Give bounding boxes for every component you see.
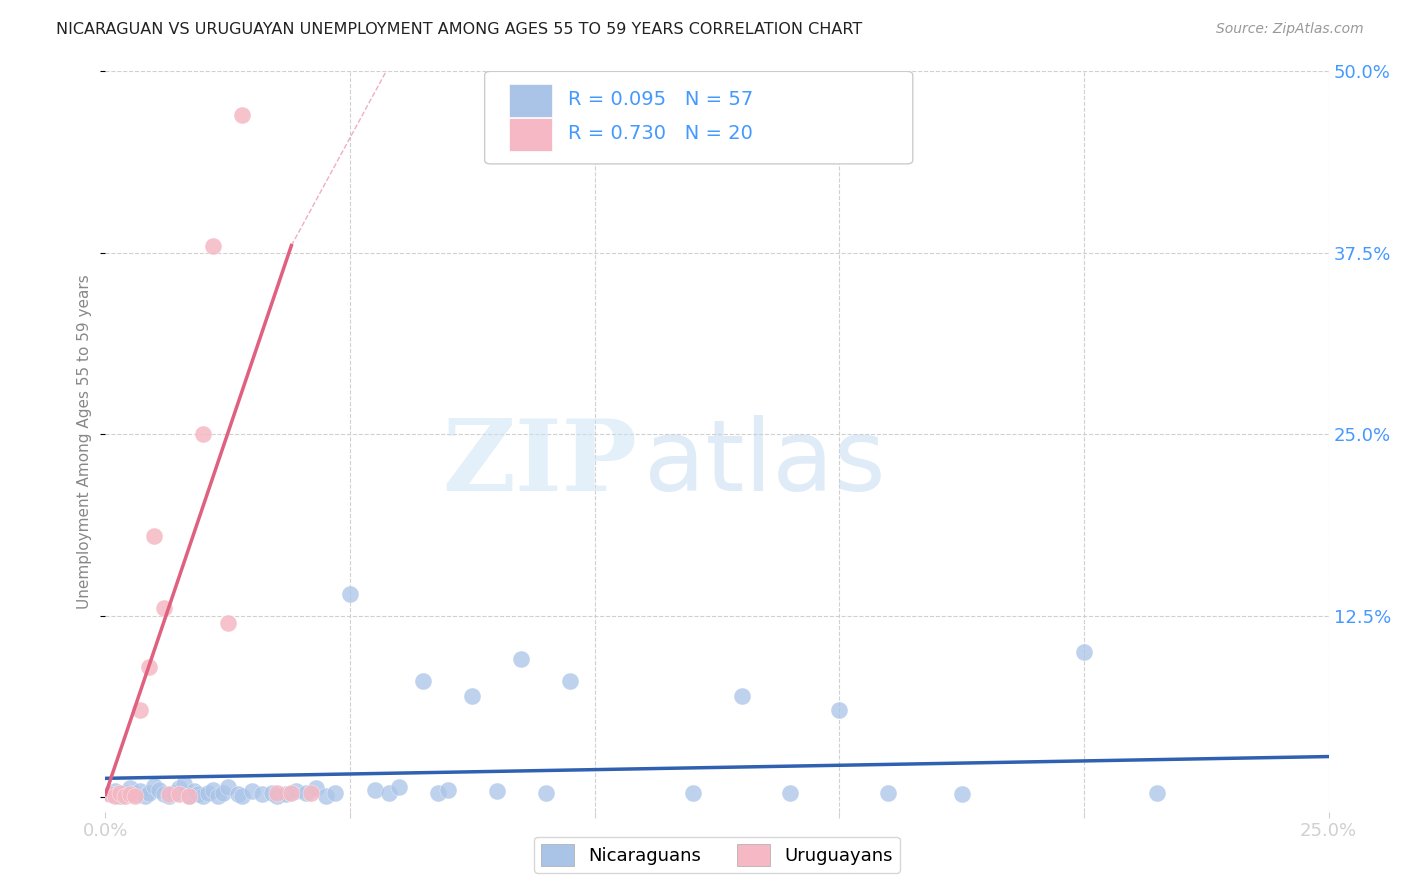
Point bbox=[231, 108, 253, 122]
Point bbox=[1146, 786, 1168, 800]
Point bbox=[388, 780, 411, 794]
Point bbox=[114, 786, 136, 800]
Point bbox=[730, 689, 752, 703]
Point bbox=[240, 784, 263, 798]
Point bbox=[163, 786, 186, 800]
Point bbox=[104, 789, 127, 803]
Point bbox=[197, 786, 219, 800]
Point bbox=[266, 789, 288, 803]
Point bbox=[212, 786, 235, 800]
Point bbox=[779, 786, 801, 800]
Point bbox=[682, 786, 704, 800]
Point bbox=[157, 787, 180, 801]
Point bbox=[202, 238, 225, 252]
Point bbox=[138, 786, 160, 800]
Point bbox=[877, 786, 900, 800]
Point bbox=[226, 787, 249, 801]
Text: R = 0.730   N = 20: R = 0.730 N = 20 bbox=[568, 124, 752, 143]
Point bbox=[276, 787, 298, 801]
Point bbox=[250, 787, 273, 801]
Point bbox=[118, 781, 141, 796]
Point bbox=[183, 784, 205, 798]
Point bbox=[950, 787, 973, 801]
Point bbox=[1073, 645, 1095, 659]
Point bbox=[108, 789, 131, 803]
Point bbox=[325, 786, 347, 800]
Point bbox=[363, 783, 385, 797]
Point bbox=[378, 786, 401, 800]
Point bbox=[98, 787, 121, 801]
Point bbox=[124, 789, 146, 803]
Point bbox=[157, 789, 180, 803]
Point bbox=[412, 674, 434, 689]
Text: R = 0.095   N = 57: R = 0.095 N = 57 bbox=[568, 90, 754, 109]
Point bbox=[193, 427, 215, 442]
Point bbox=[315, 789, 337, 803]
Point bbox=[339, 587, 361, 601]
Point bbox=[177, 789, 200, 803]
Point bbox=[124, 787, 146, 801]
Point bbox=[104, 784, 127, 798]
Point bbox=[207, 789, 229, 803]
Point bbox=[114, 789, 136, 803]
Point bbox=[98, 787, 121, 801]
Point bbox=[828, 703, 851, 717]
Point bbox=[231, 789, 253, 803]
Point bbox=[118, 787, 141, 801]
Point bbox=[193, 789, 215, 803]
Point bbox=[217, 780, 239, 794]
Point bbox=[143, 529, 166, 543]
Point bbox=[437, 783, 460, 797]
Text: ZIP: ZIP bbox=[443, 416, 637, 512]
Point bbox=[177, 789, 200, 803]
Point bbox=[217, 615, 239, 630]
Point bbox=[143, 779, 166, 793]
Point bbox=[280, 786, 302, 800]
Point bbox=[128, 703, 150, 717]
Point bbox=[148, 783, 170, 797]
Point bbox=[138, 659, 160, 673]
Text: atlas: atlas bbox=[644, 416, 886, 512]
Point bbox=[173, 777, 195, 791]
Point bbox=[461, 689, 484, 703]
Y-axis label: Unemployment Among Ages 55 to 59 years: Unemployment Among Ages 55 to 59 years bbox=[77, 274, 93, 609]
Point bbox=[153, 787, 176, 801]
Point bbox=[305, 781, 328, 796]
Bar bbox=[509, 84, 553, 117]
Point bbox=[108, 786, 131, 800]
Point bbox=[128, 784, 150, 798]
Point bbox=[485, 784, 508, 798]
Point bbox=[560, 674, 582, 689]
Point bbox=[260, 786, 283, 800]
Point bbox=[510, 652, 533, 666]
Text: NICARAGUAN VS URUGUAYAN UNEMPLOYMENT AMONG AGES 55 TO 59 YEARS CORRELATION CHART: NICARAGUAN VS URUGUAYAN UNEMPLOYMENT AMO… bbox=[56, 22, 862, 37]
Point bbox=[299, 786, 322, 800]
Point bbox=[266, 786, 288, 800]
Point bbox=[167, 787, 190, 801]
Point bbox=[295, 786, 318, 800]
Point bbox=[153, 601, 176, 615]
Legend: Nicaraguans, Uruguayans: Nicaraguans, Uruguayans bbox=[534, 837, 900, 873]
Point bbox=[534, 786, 557, 800]
Point bbox=[202, 783, 225, 797]
Point bbox=[427, 786, 450, 800]
Point bbox=[285, 784, 308, 798]
FancyBboxPatch shape bbox=[485, 71, 912, 164]
Point bbox=[187, 787, 209, 801]
Text: Source: ZipAtlas.com: Source: ZipAtlas.com bbox=[1216, 22, 1364, 37]
Bar bbox=[509, 118, 553, 152]
Point bbox=[167, 781, 190, 796]
Point bbox=[134, 789, 156, 803]
